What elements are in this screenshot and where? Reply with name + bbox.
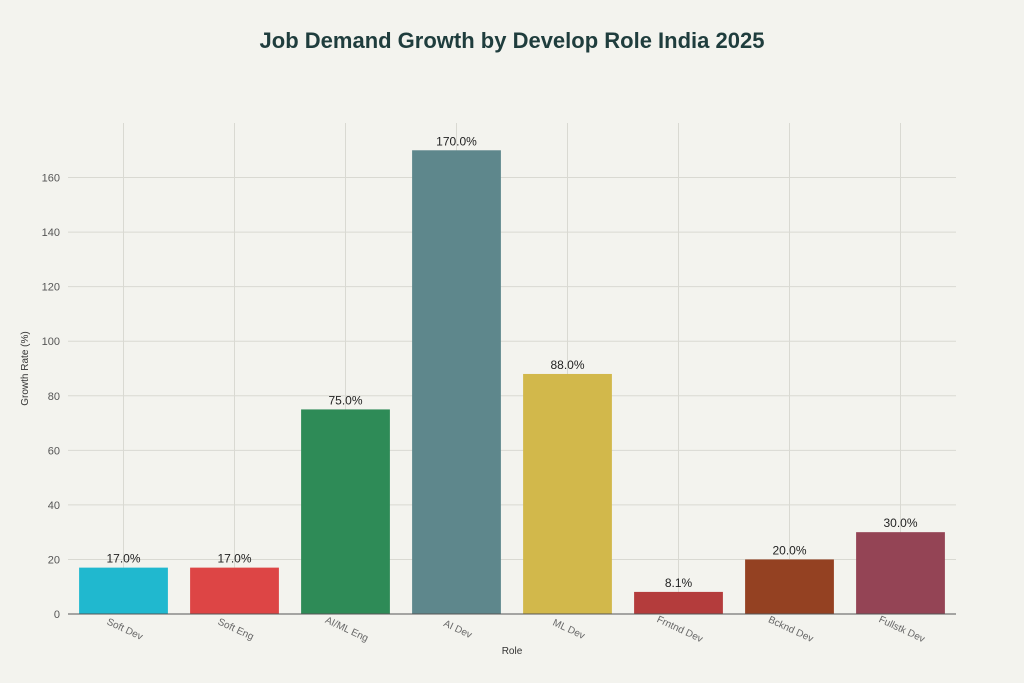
bar xyxy=(523,373,612,614)
y-tick-label: 80 xyxy=(48,391,60,403)
y-tick-label: 60 xyxy=(48,445,60,457)
chart-title: Job Demand Growth by Develop Role India … xyxy=(259,28,765,53)
x-tick-label: Soft Eng xyxy=(216,617,255,643)
data-label: 8.1% xyxy=(665,576,693,590)
data-label: 88.0% xyxy=(550,358,584,372)
y-tick-label: 120 xyxy=(42,282,60,294)
x-tick-label: ML Dev xyxy=(551,618,587,642)
x-tick-label: Fullstk Dev xyxy=(877,614,926,645)
y-tick-label: 40 xyxy=(48,500,60,512)
data-label: 75.0% xyxy=(328,393,362,407)
x-tick-label: Bcknd Dev xyxy=(766,615,814,645)
bar xyxy=(190,567,279,614)
bar xyxy=(856,532,945,614)
data-label: 17.0% xyxy=(217,552,251,566)
y-tick-label: 100 xyxy=(42,336,60,348)
bar xyxy=(301,409,390,614)
data-label: 20.0% xyxy=(772,543,806,557)
y-tick-label: 20 xyxy=(48,554,60,566)
y-tick-label: 140 xyxy=(42,227,60,239)
y-tick-label: 0 xyxy=(54,609,60,621)
x-tick-label: Soft Dev xyxy=(105,617,144,643)
bar xyxy=(634,591,723,614)
bar xyxy=(412,150,501,614)
y-axis-title: Growth Rate (%) xyxy=(20,331,31,405)
y-tick-label: 160 xyxy=(42,173,60,185)
x-tick-label: AI/ML Eng xyxy=(323,615,370,645)
x-tick-label: AI Dev xyxy=(442,618,474,641)
data-label: 17.0% xyxy=(106,552,140,566)
data-label: 170.0% xyxy=(436,134,477,148)
x-tick-label: Frntnd Dev xyxy=(655,614,704,645)
bar xyxy=(745,559,834,614)
x-axis-title: Role xyxy=(502,646,523,657)
bar xyxy=(79,567,168,614)
data-label: 30.0% xyxy=(883,516,917,530)
